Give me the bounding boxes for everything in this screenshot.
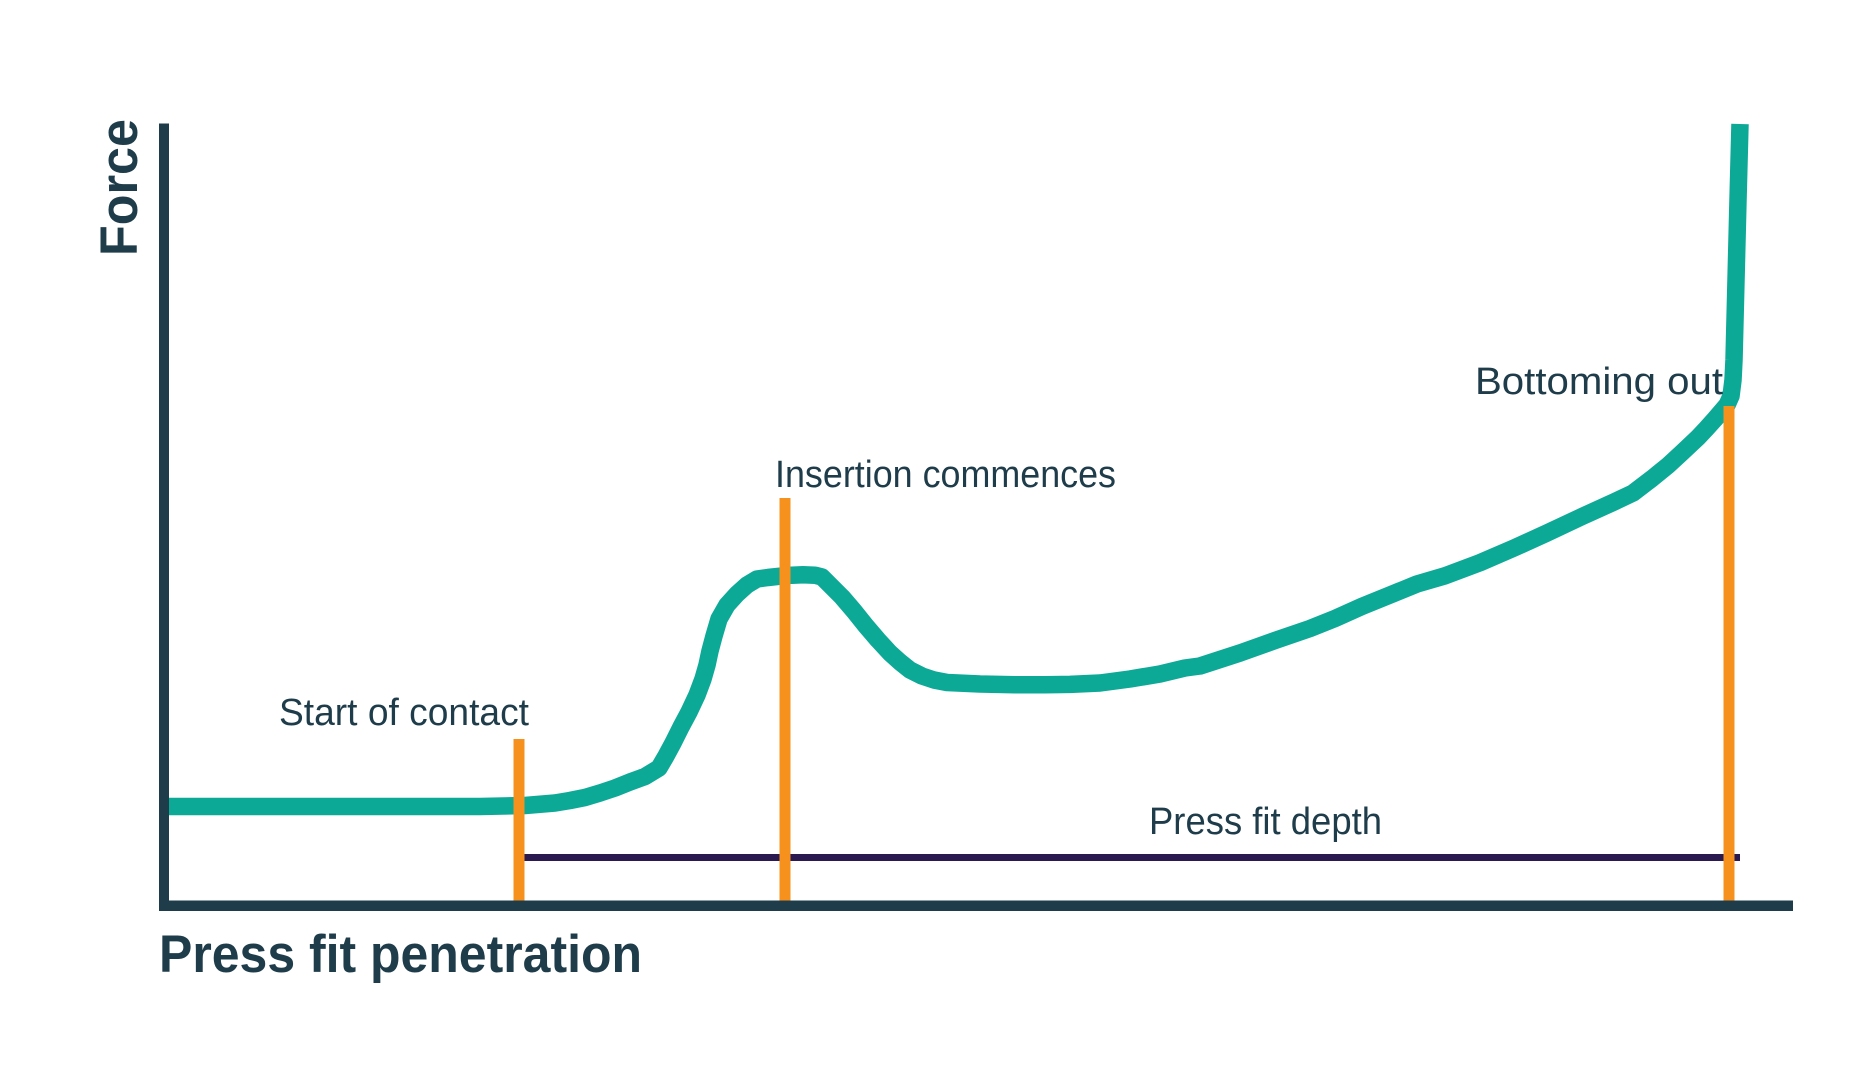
svg-text:Bottoming out: Bottoming out	[1475, 361, 1723, 403]
svg-text:Start of contact: Start of contact	[279, 692, 529, 734]
svg-text:Force: Force	[90, 119, 149, 256]
svg-text:Press fit penetration: Press fit penetration	[159, 925, 642, 984]
svg-text:Press fit depth: Press fit depth	[1149, 801, 1382, 843]
svg-text:Insertion commences: Insertion commences	[775, 454, 1116, 496]
